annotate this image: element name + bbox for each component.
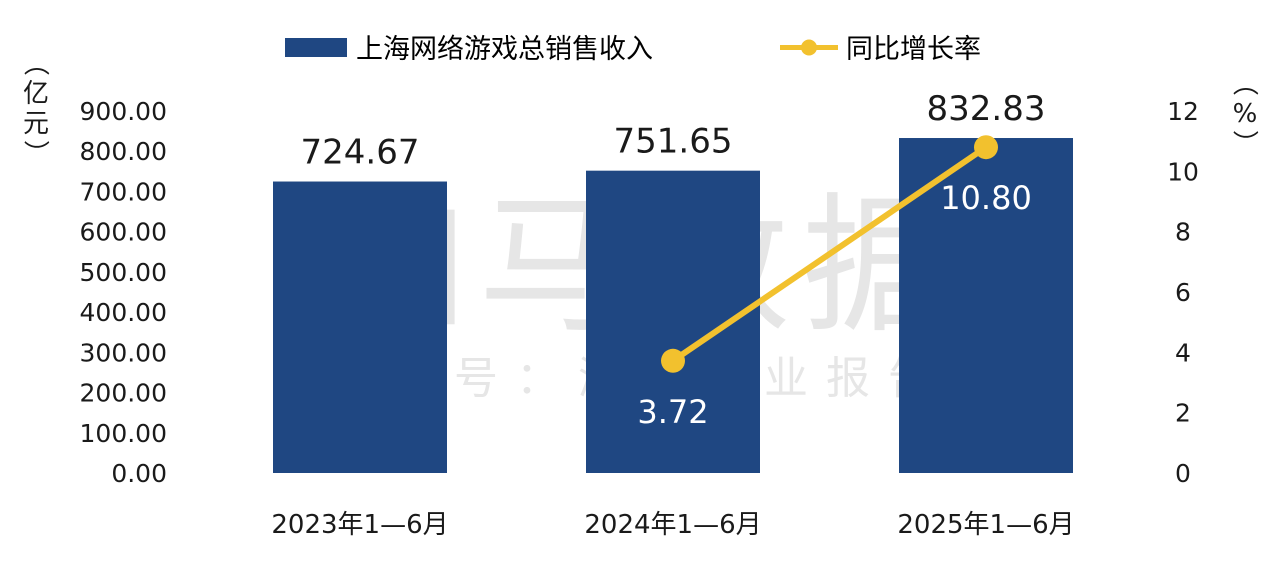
y-left-tick-label: 800.00 <box>80 137 167 166</box>
y-left-tick-label: 400.00 <box>80 298 167 327</box>
y-right-title-char: （ <box>1229 70 1259 96</box>
bar-value-label: 832.83 <box>927 89 1046 129</box>
y-left-tick-label: 300.00 <box>80 338 167 367</box>
legend: 上海网络游戏总销售收入 同比增长率 <box>285 34 981 65</box>
legend-bar-label: 上海网络游戏总销售收入 <box>356 34 653 65</box>
y-right-title-char: % <box>1233 99 1258 129</box>
line-value-label: 10.80 <box>940 179 1032 217</box>
bar <box>899 138 1073 473</box>
bar-data-labels: 724.67 751.65 832.83 <box>301 89 1046 173</box>
line-point <box>661 348 685 373</box>
y-right-tick-label: 10 <box>1167 157 1199 186</box>
legend-bar-swatch <box>285 38 347 57</box>
y-left-tick-label: 500.00 <box>80 258 167 287</box>
y-left-axis-title: （ 亿元） <box>20 50 50 166</box>
y-right-tick-label: 0 <box>1175 459 1191 488</box>
y-left-tick-label: 700.00 <box>80 177 167 206</box>
x-tick-label: 2024年1—6月 <box>584 510 761 540</box>
y-right-title-char: ） <box>1229 130 1259 156</box>
y-left-title-char: 元 <box>23 109 49 139</box>
legend-line-label: 同比增长率 <box>846 34 981 65</box>
line-point <box>974 135 998 160</box>
line-data-labels: 3.72 10.80 <box>637 179 1031 431</box>
y-left-tick-label: 200.00 <box>80 379 167 408</box>
x-tick-label: 2025年1—6月 <box>897 510 1074 540</box>
y-left-tick-label: 900.00 <box>80 97 167 126</box>
y-left-title-char: 亿 <box>23 79 49 109</box>
y-right-tick-label: 2 <box>1175 399 1191 428</box>
legend-line-marker <box>801 39 817 56</box>
y-left-tick-label: 600.00 <box>80 218 167 247</box>
y-right-tick-label: 4 <box>1175 338 1191 367</box>
y-right-tick-label: 6 <box>1175 278 1191 307</box>
line-path <box>671 144 988 364</box>
y-right-tick-labels: 0 2 4 6 8 10 12 <box>1167 97 1199 488</box>
bar-value-label: 751.65 <box>614 122 733 162</box>
y-left-tick-label: 0.00 <box>111 459 167 488</box>
y-left-title-char: （ <box>20 50 50 76</box>
y-left-tick-label: 100.00 <box>80 419 167 448</box>
y-left-title-char: ） <box>20 140 50 166</box>
x-tick-label: 2023年1—6月 <box>271 510 448 540</box>
y-right-tick-label: 12 <box>1167 97 1199 126</box>
y-right-axis-title: （%） <box>1229 70 1259 156</box>
line-series <box>661 135 998 373</box>
x-tick-labels: 2023年1—6月 2024年1—6月 2025年1—6月 <box>271 510 1074 540</box>
bar-value-label: 724.67 <box>301 133 420 173</box>
y-left-tick-labels: 0.00 100.00 200.00 300.00 400.00 500.00 600.00… <box>80 97 167 488</box>
bar <box>273 181 447 474</box>
line-value-label: 3.72 <box>637 393 708 431</box>
y-right-tick-label: 8 <box>1175 218 1191 247</box>
